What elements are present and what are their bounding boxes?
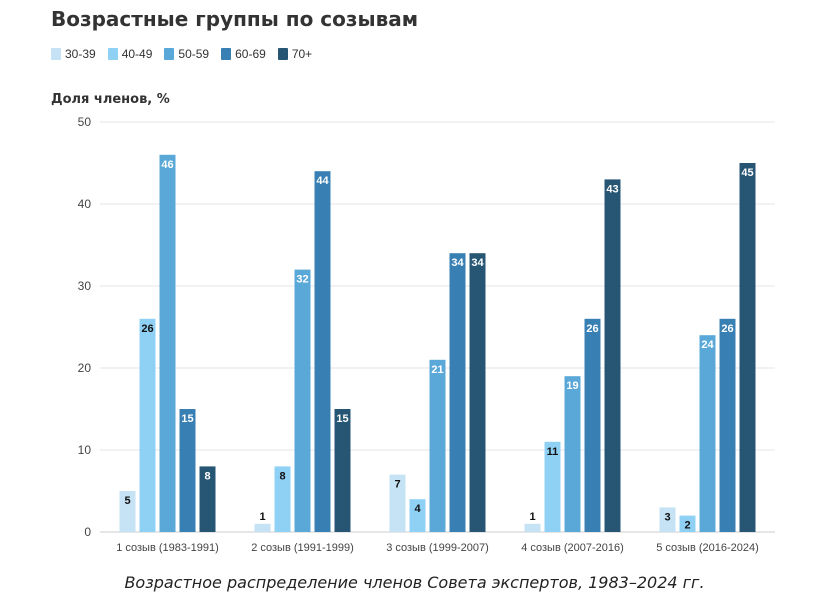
data-label: 32 (296, 274, 308, 286)
bar (294, 269, 311, 532)
data-label: 8 (204, 470, 210, 482)
y-tick-label: 20 (78, 361, 92, 375)
legend-label: 40-49 (121, 47, 153, 61)
data-label: 24 (701, 339, 714, 351)
y-tick-label: 40 (78, 197, 92, 211)
bar (679, 515, 696, 532)
legend-item-60-69[interactable]: 60-69 (221, 47, 266, 61)
bar (564, 376, 581, 532)
legend-swatch (164, 48, 175, 60)
legend-label: 50-59 (178, 47, 210, 61)
y-tick-label: 30 (78, 279, 92, 293)
legend-swatch (277, 48, 288, 60)
data-label: 46 (161, 159, 173, 171)
data-label: 15 (336, 413, 348, 425)
data-label: 11 (547, 446, 559, 458)
x-tick-label: 3 созыв (1999-2007) (386, 542, 489, 554)
legend-label: 30-39 (65, 47, 96, 61)
bar (604, 179, 621, 532)
bar (274, 466, 291, 532)
bar (719, 318, 736, 532)
bar (159, 154, 176, 533)
bar (139, 318, 156, 532)
data-label: 44 (316, 175, 329, 187)
bar (469, 253, 486, 532)
y-tick-label: 50 (78, 115, 92, 129)
figure-caption: Возрастное распределение членов Совета э… (124, 573, 705, 592)
bar (119, 491, 136, 532)
data-label: 34 (451, 257, 464, 269)
data-label: 8 (279, 470, 285, 482)
y-tick-label: 10 (78, 443, 92, 457)
data-label: 34 (471, 257, 484, 269)
bar (199, 466, 216, 532)
bar (389, 474, 406, 532)
bar (544, 441, 561, 532)
legend-item-30-39[interactable]: 30-39 (51, 47, 96, 61)
data-label: 7 (394, 479, 400, 491)
bar (584, 318, 601, 532)
chart-title: Возрастные группы по созывам (51, 7, 419, 31)
legend-label: 70+ (291, 47, 313, 61)
data-label: 4 (414, 503, 421, 515)
bar (179, 409, 196, 532)
data-label: 15 (181, 413, 193, 425)
data-label: 19 (566, 380, 578, 392)
data-label: 43 (606, 183, 618, 195)
bar-chart: 0 10 20 30 40 50 5 26 46 15 8 1 созыв (1983-1991) 1 8… (78, 115, 775, 554)
x-tick-label: 2 созыв (1991-1999) (251, 542, 354, 554)
bar (254, 523, 271, 532)
data-label: 5 (124, 495, 130, 507)
data-label: 21 (431, 364, 443, 376)
data-label: 26 (586, 323, 598, 335)
legend-item-50-59[interactable]: 50-59 (164, 47, 209, 61)
data-label: 2 (684, 520, 690, 532)
data-label: 45 (741, 167, 753, 179)
legend-label: 60-69 (235, 47, 266, 61)
bar (314, 171, 331, 532)
data-label: 1 (529, 511, 535, 523)
legend: 30-39 40-49 50-59 60-69 70+ (51, 47, 312, 61)
bar (334, 409, 351, 532)
bar (429, 359, 446, 532)
x-tick-label: 1 созыв (1983-1991) (116, 542, 219, 554)
legend-item-70+[interactable]: 70+ (277, 47, 313, 61)
x-tick-label: 4 созыв (2007-2016) (521, 542, 624, 554)
data-label: 3 (664, 511, 670, 523)
y-axis-label: Доля членов, % (51, 92, 170, 107)
legend-swatch (51, 48, 61, 60)
y-tick-label: 0 (84, 525, 91, 539)
legend-swatch (107, 48, 118, 60)
data-label: 1 (259, 511, 265, 523)
bar (524, 523, 541, 532)
legend-swatch (221, 48, 232, 60)
bar (409, 499, 426, 532)
legend-item-40-49[interactable]: 40-49 (107, 47, 153, 61)
bar (699, 335, 716, 532)
bar (739, 163, 756, 532)
x-tick-label: 5 созыв (2016-2024) (656, 542, 759, 554)
data-label: 26 (721, 323, 733, 335)
bar (659, 507, 676, 532)
data-label: 26 (141, 323, 153, 335)
bar (449, 253, 466, 532)
